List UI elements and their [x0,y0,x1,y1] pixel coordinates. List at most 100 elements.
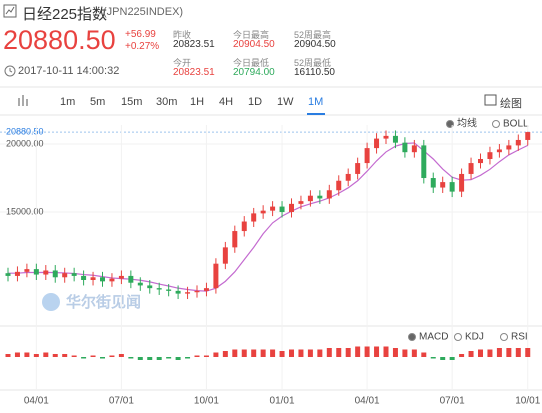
y-tick-label: 20000.00 [6,138,44,148]
macd-bar [81,357,87,359]
tab[interactable]: 15m [121,96,143,108]
candle-body [71,273,77,276]
candle-body [307,195,313,202]
macd-bar [251,349,257,357]
macd-bar [411,349,417,357]
candle-body [392,135,398,143]
macd-bar [336,348,342,357]
macd-bar [307,349,313,357]
macd-bar [525,348,531,357]
macd-bar [279,351,285,357]
legend-label[interactable]: RSI [511,332,528,343]
watermark: 华尔街见闻 [66,293,141,311]
price: 20880.50 [3,25,116,55]
macd-bar [128,357,134,359]
macd-bar [24,352,30,357]
macd-bar [241,349,247,357]
candle-body [185,292,191,294]
candle-body [62,273,68,278]
candle-body [52,270,58,278]
candle-body [222,247,228,264]
ma-line [8,142,529,292]
legend-label[interactable]: 均线 [457,117,477,130]
macd-bar [515,348,521,357]
stat-value: 20823.51 [173,67,215,78]
x-tick-label: 07/01 [440,396,465,407]
candle-body [496,149,502,153]
macd-bar [326,348,332,357]
candle-body [459,173,465,192]
tab[interactable]: 5m [90,96,106,108]
candle-body [166,289,172,291]
candle-body [421,145,427,179]
candle-body [430,178,436,188]
x-tick-label: 04/01 [355,396,380,407]
macd-bar [496,348,502,357]
candle-body [487,152,493,159]
macd-bar [459,354,465,357]
tab[interactable]: 1D [248,96,263,108]
macd-bar [194,355,200,357]
macd-bar [421,352,427,357]
candle-body [374,138,380,149]
candle-body [402,142,408,153]
macd-bar [185,357,191,359]
macd-bar [260,349,266,357]
legend-radio[interactable] [492,120,500,128]
candle-body [260,210,266,214]
x-tick-label: 10/01 [194,396,219,407]
legend-label[interactable]: MACD [419,332,448,343]
tab[interactable]: 1m [60,96,76,108]
candle-body [175,290,181,294]
title: 日经225指数 [22,6,108,23]
macd-bar [506,348,512,357]
stat-label: 今开 [173,58,192,68]
x-tick-label: 01/01 [270,396,295,407]
candle-body [81,275,87,280]
title-icon [3,4,17,18]
stat-label: 今日最低 [233,58,270,68]
macd-bar [222,351,228,357]
candle-body [506,145,512,150]
legend-radio[interactable] [408,333,416,341]
stat-value: 20904.50 [233,39,275,50]
change-pct: +0.27% [125,41,160,52]
draw-icon [484,94,497,106]
macd-bar [374,346,380,357]
tab[interactable]: 1H [190,96,205,108]
x-tick-label: 04/01 [24,396,49,407]
tab[interactable]: 1M [308,96,324,108]
stat-label: 今日最高 [233,30,270,40]
candle-body [515,139,521,146]
tab[interactable]: 4H [219,96,234,108]
macd-bar [232,349,238,357]
candle-body [147,285,153,289]
macd-bar [289,349,294,357]
macd-bar [345,348,351,357]
tab[interactable]: 30m [156,96,178,108]
candle-body [137,282,143,286]
macd-bar [298,349,304,357]
macd-bar [137,357,143,360]
legend-label[interactable]: BOLL [503,119,529,130]
legend-radio[interactable] [454,333,462,341]
legend-radio[interactable] [500,333,508,341]
stat-label: 昨收 [173,30,192,40]
macd-bar [430,357,436,359]
tab[interactable]: 1W [277,96,294,108]
candle-body [33,269,39,275]
clock-icon [9,68,13,73]
legend-label[interactable]: KDJ [465,332,484,343]
candle-body [213,263,219,289]
macd-bar [392,348,398,357]
candle-body [355,163,361,174]
candle-body [90,277,96,280]
macd-bar [5,354,11,357]
macd-bar [487,349,493,357]
candle-body [279,206,285,213]
macd-bar [478,349,483,357]
draw-button[interactable]: 绘图 [500,98,522,110]
macd-bar [402,349,408,357]
candle-body [270,206,276,211]
